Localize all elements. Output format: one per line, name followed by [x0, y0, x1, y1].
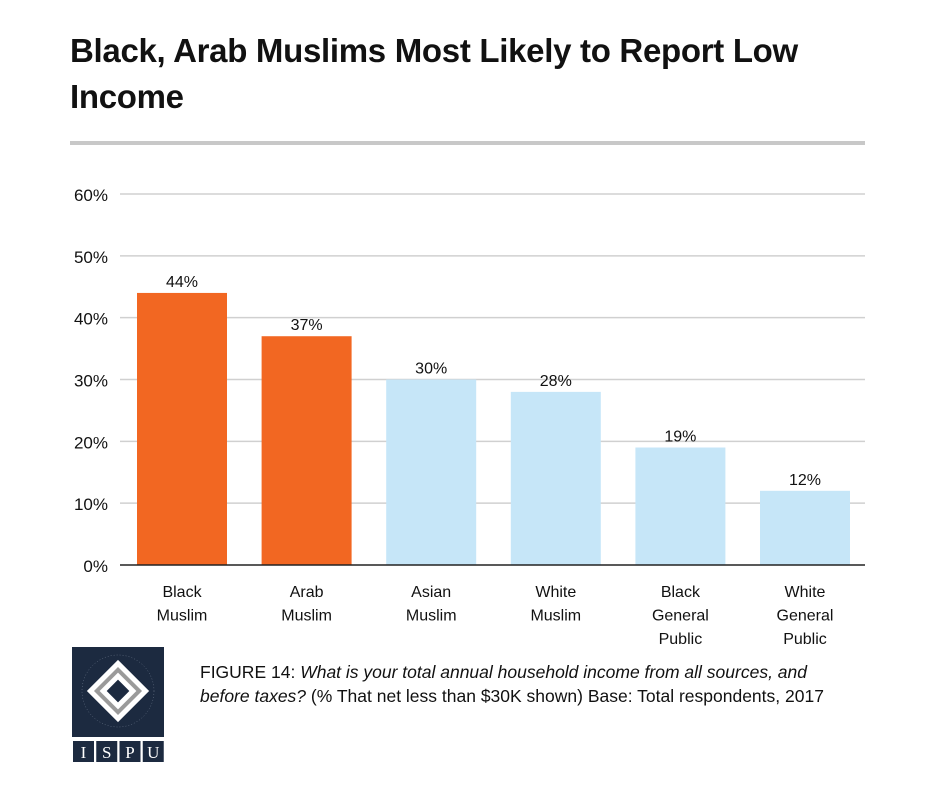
x-tick-label: Asian Muslim: [406, 584, 457, 625]
logo-letter-box: [73, 741, 94, 762]
y-tick-label: 0%: [83, 557, 108, 576]
x-tick-label: White Muslim: [530, 584, 581, 625]
logo-letter: U: [147, 743, 159, 762]
figure-caption: FIGURE 14: What is your total annual hou…: [200, 662, 824, 706]
logo-letter-box: [119, 741, 141, 762]
x-tick-label: White General Public: [777, 584, 834, 648]
data-label: 28%: [540, 373, 572, 390]
y-tick-label: 30%: [74, 372, 108, 391]
chart-title: Black, Arab Muslims Most Likely to Repor…: [70, 32, 798, 115]
bar: [386, 379, 477, 565]
bar: [510, 391, 601, 565]
y-tick-label: 60%: [74, 186, 108, 205]
data-label: 12%: [789, 472, 821, 489]
data-label: 19%: [664, 429, 696, 446]
bar: [760, 490, 850, 565]
x-tick-label: Arab Muslim: [281, 584, 332, 625]
y-tick-label: 20%: [74, 433, 108, 452]
x-tick-label: Black Muslim: [157, 584, 208, 625]
y-tick-label: 50%: [74, 248, 108, 267]
y-tick-label: 10%: [74, 495, 108, 514]
survey-question: What is your total annual household inco…: [200, 662, 807, 706]
logo-letter: S: [102, 743, 111, 762]
bar: [635, 447, 726, 565]
data-label: 44%: [166, 274, 198, 291]
data-label: 37%: [291, 317, 323, 334]
bar: [261, 336, 352, 565]
bar-chart: 0% 10% 20% 30% 40% 50% 60% 44% Black Muslim 37% Ara…: [74, 186, 865, 648]
y-tick-label: 40%: [74, 310, 108, 329]
title-divider: [70, 141, 865, 145]
x-tick-label: Black General Public: [652, 584, 709, 648]
logo-letter-box: [142, 741, 164, 762]
figure-label: FIGURE 14: [200, 662, 291, 682]
logo-letter: I: [81, 743, 87, 762]
bar: [137, 292, 227, 565]
caption-note: (% That net less than $30K shown) Base: …: [310, 686, 824, 706]
data-label: 30%: [415, 361, 447, 378]
logo-letter: P: [125, 743, 134, 762]
logo-letter-box: [96, 741, 118, 762]
